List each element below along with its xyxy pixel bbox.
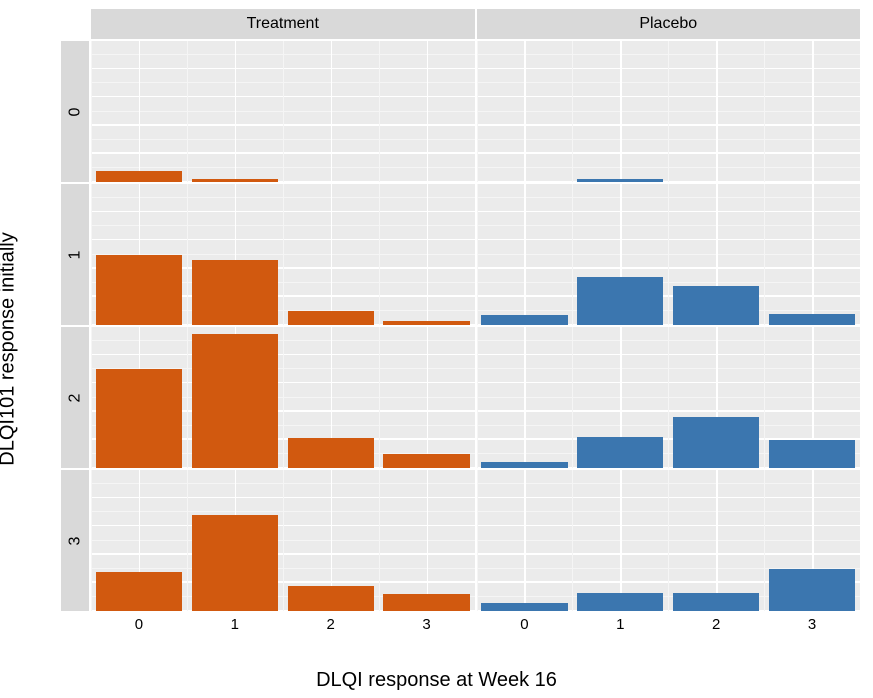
y-axis-title: DLQI101 response initially [0, 232, 20, 465]
bar [577, 277, 663, 325]
x-tick-label: 2 [327, 616, 335, 633]
facet-panel [476, 40, 862, 183]
bar [192, 334, 278, 468]
facet-panel [90, 183, 476, 326]
facet-panel [90, 40, 476, 183]
bar [769, 314, 855, 325]
bar [577, 437, 663, 468]
bar [192, 515, 278, 611]
facet-row [90, 469, 861, 612]
x-tick-label: 2 [712, 616, 720, 633]
column-strip: Treatment [90, 8, 476, 40]
bar [96, 171, 182, 182]
x-tick-label: 1 [231, 616, 239, 633]
x-tick-label: 3 [808, 616, 816, 633]
x-tick-label: 0 [520, 616, 528, 633]
bar [481, 603, 567, 611]
bar [96, 572, 182, 611]
facet-panel [90, 326, 476, 469]
row-strips: 0123 [60, 40, 90, 612]
facet-row [90, 40, 861, 183]
x-tick-label: 0 [135, 616, 143, 633]
bar [192, 260, 278, 325]
bar [96, 255, 182, 326]
facet-row [90, 326, 861, 469]
faceted-bar-chart: DLQI101 response initially DLQI response… [0, 0, 873, 698]
bar [577, 179, 663, 182]
bar [383, 594, 469, 611]
facet-row [90, 183, 861, 326]
row-strip: 3 [60, 469, 90, 612]
bar [769, 440, 855, 468]
bar [673, 417, 759, 468]
x-tick-label: 3 [422, 616, 430, 633]
bar [288, 586, 374, 611]
bar [673, 286, 759, 325]
bar [288, 438, 374, 468]
x-axis-title: DLQI response at Week 16 [0, 669, 873, 692]
bar [383, 454, 469, 468]
bar [192, 179, 278, 182]
bar [481, 462, 567, 468]
bar [383, 321, 469, 325]
facet-panel [476, 469, 862, 612]
plot-area: TreatmentPlacebo 0123 01230123 [60, 8, 861, 638]
facet-panel [90, 469, 476, 612]
bar [577, 593, 663, 611]
row-strip: 0 [60, 40, 90, 183]
x-tick-labels: 0 1 2 3 0 1 2 3 [90, 612, 861, 638]
x-tick-label: 1 [616, 616, 624, 633]
bar [288, 311, 374, 325]
row-strip: 1 [60, 183, 90, 326]
facet-panel [476, 326, 862, 469]
row-strip: 2 [60, 326, 90, 469]
bar [769, 569, 855, 611]
bar [96, 369, 182, 468]
facet-panel [476, 183, 862, 326]
bar [481, 315, 567, 325]
column-strips: TreatmentPlacebo [60, 8, 861, 40]
column-strip: Placebo [476, 8, 862, 40]
bar [673, 593, 759, 611]
facet-grid: 0123 01230123 [60, 40, 861, 638]
